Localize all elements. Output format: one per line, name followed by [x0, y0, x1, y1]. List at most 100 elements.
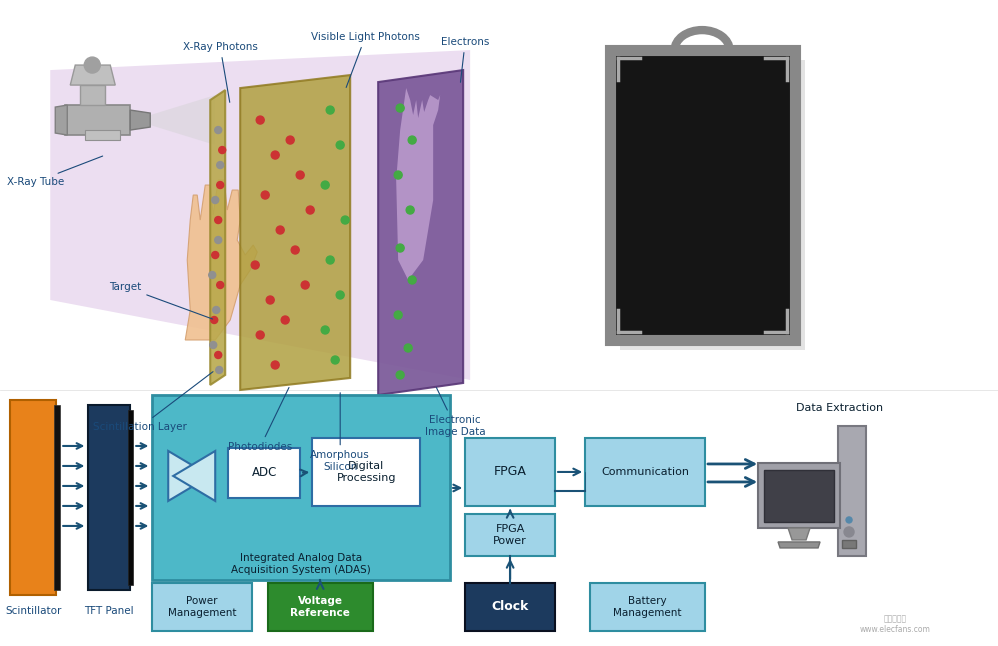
- Polygon shape: [131, 110, 151, 130]
- Text: Photodiodes: Photodiodes: [229, 388, 292, 452]
- Circle shape: [251, 261, 259, 269]
- Bar: [312, 438, 420, 506]
- Polygon shape: [396, 88, 440, 280]
- Text: Communication: Communication: [601, 467, 689, 477]
- Text: Electrons: Electrons: [441, 37, 489, 82]
- Circle shape: [306, 206, 314, 214]
- Circle shape: [296, 171, 304, 179]
- Text: 电子发烧友
www.elecfans.com: 电子发烧友 www.elecfans.com: [859, 614, 930, 634]
- Text: X-Ray Photons: X-Ray Photons: [183, 42, 257, 102]
- Bar: [268, 583, 373, 631]
- Text: Scintillation Layer: Scintillation Layer: [93, 371, 213, 432]
- Polygon shape: [80, 85, 105, 105]
- Bar: [838, 426, 866, 556]
- Bar: [153, 395, 450, 580]
- Bar: [153, 583, 252, 631]
- Bar: [590, 583, 705, 631]
- Text: Visible Light Photons: Visible Light Photons: [310, 32, 419, 87]
- Circle shape: [211, 317, 218, 324]
- Circle shape: [336, 141, 344, 149]
- Polygon shape: [50, 50, 470, 380]
- Text: Electronic
Image Data: Electronic Image Data: [425, 388, 485, 437]
- Circle shape: [408, 136, 416, 144]
- Circle shape: [261, 191, 269, 199]
- Polygon shape: [70, 65, 115, 85]
- Text: FPGA: FPGA: [494, 466, 527, 479]
- Circle shape: [336, 291, 344, 299]
- Circle shape: [216, 366, 223, 373]
- Circle shape: [215, 236, 222, 244]
- Circle shape: [396, 104, 404, 112]
- Bar: [465, 438, 555, 506]
- Circle shape: [217, 162, 224, 169]
- Polygon shape: [620, 60, 805, 350]
- Circle shape: [219, 147, 226, 154]
- Circle shape: [209, 271, 216, 278]
- Text: TFT Panel: TFT Panel: [85, 606, 134, 616]
- Circle shape: [291, 246, 299, 254]
- Polygon shape: [151, 95, 216, 145]
- Bar: [585, 438, 705, 506]
- Circle shape: [215, 127, 222, 134]
- Circle shape: [394, 311, 402, 319]
- Text: Digital
Processing: Digital Processing: [336, 461, 396, 483]
- Bar: [758, 463, 840, 528]
- Bar: [610, 50, 795, 340]
- Text: Power
Management: Power Management: [168, 596, 237, 618]
- Bar: [129, 410, 134, 585]
- Bar: [842, 540, 856, 548]
- Bar: [229, 448, 300, 498]
- Circle shape: [326, 256, 334, 264]
- Circle shape: [266, 296, 274, 304]
- Polygon shape: [378, 70, 463, 395]
- Circle shape: [341, 216, 349, 224]
- Polygon shape: [788, 528, 810, 540]
- Polygon shape: [241, 75, 350, 390]
- Circle shape: [217, 282, 224, 289]
- Bar: [54, 405, 60, 590]
- Text: Amorphous
Silicon: Amorphous Silicon: [310, 393, 370, 472]
- Circle shape: [404, 344, 412, 352]
- Polygon shape: [186, 180, 257, 340]
- Circle shape: [321, 326, 329, 334]
- Text: Battery
Management: Battery Management: [613, 596, 682, 618]
- Circle shape: [846, 517, 852, 523]
- Circle shape: [271, 151, 279, 159]
- Bar: [465, 514, 555, 556]
- Circle shape: [212, 251, 219, 258]
- Circle shape: [213, 306, 220, 313]
- Polygon shape: [55, 105, 67, 135]
- Circle shape: [215, 351, 222, 359]
- Circle shape: [271, 361, 279, 369]
- Circle shape: [394, 171, 402, 179]
- Circle shape: [331, 356, 339, 364]
- Circle shape: [256, 331, 264, 339]
- Bar: [10, 400, 56, 595]
- Circle shape: [217, 182, 224, 189]
- Text: ADC: ADC: [251, 466, 276, 479]
- Circle shape: [256, 116, 264, 124]
- Text: Integrated Analog Data
Acquisition System (ADAS): Integrated Analog Data Acquisition Syste…: [232, 553, 371, 575]
- Circle shape: [286, 136, 294, 144]
- Circle shape: [276, 226, 284, 234]
- Polygon shape: [169, 451, 211, 501]
- Polygon shape: [174, 451, 216, 501]
- Text: Scintillator: Scintillator: [5, 606, 62, 616]
- Polygon shape: [65, 105, 131, 135]
- Text: FPGA
Power: FPGA Power: [493, 524, 527, 546]
- Text: Data Extraction: Data Extraction: [796, 403, 883, 413]
- Text: Voltage
Reference: Voltage Reference: [290, 596, 350, 618]
- Bar: [465, 583, 555, 631]
- Text: Target: Target: [109, 282, 213, 319]
- Circle shape: [408, 276, 416, 284]
- Circle shape: [215, 216, 222, 224]
- Text: X-Ray Tube: X-Ray Tube: [7, 156, 103, 187]
- Polygon shape: [211, 90, 226, 385]
- Polygon shape: [85, 130, 120, 140]
- Circle shape: [326, 106, 334, 114]
- Circle shape: [396, 371, 404, 379]
- Circle shape: [844, 527, 854, 537]
- Bar: [764, 470, 834, 522]
- Bar: [88, 405, 131, 590]
- Circle shape: [406, 206, 414, 214]
